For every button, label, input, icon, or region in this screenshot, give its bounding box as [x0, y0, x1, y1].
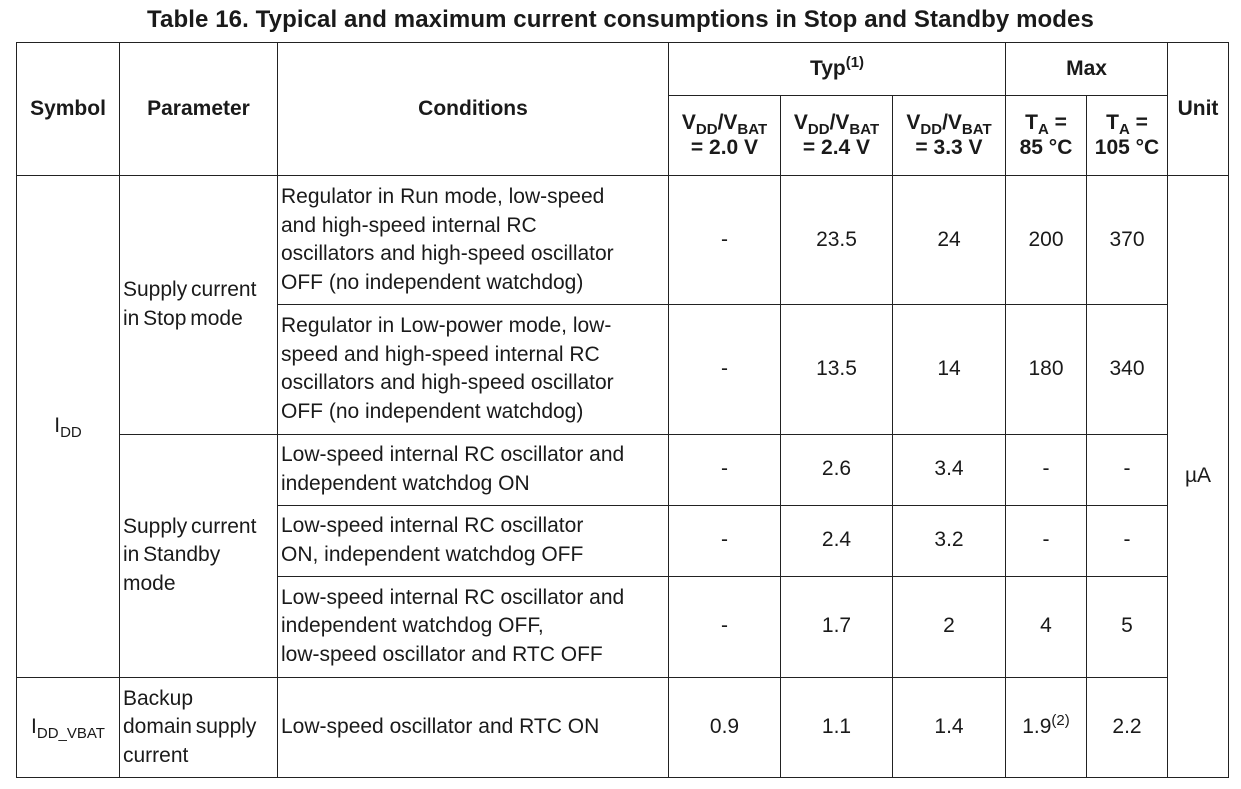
table-row: Low-speed internal RC oscillator and inde… — [17, 575, 1229, 678]
table-row: Regulator in Low-power mode, low-speed a… — [17, 304, 1229, 435]
symbol-idd: IDD — [16, 175, 120, 678]
table-title: Table 16. Typical and maximum current co… — [147, 6, 1094, 33]
value-ta-105c: - — [1085, 433, 1169, 506]
value-vdd-2-0v: - — [668, 433, 781, 506]
table-row: IDD Supply current in Stop mode Regulator… — [16, 175, 1230, 778]
value-vdd-2-0v: 0.9 — [668, 676, 781, 779]
header-parameter: Parameter — [119, 41, 278, 177]
header-vdd-2-0v: VDD/VBAT = 2.0 V — [668, 95, 781, 177]
header-conditions: Conditions — [277, 41, 669, 177]
header-vdd-3-3v: VDD/VBAT = 3.3 V — [892, 95, 1006, 177]
value-vdd-2-4v: 23.5 — [780, 175, 893, 306]
value-vdd-2-4v: 2.4 — [780, 504, 893, 577]
value-vdd-3-3v: 2 — [892, 575, 1006, 678]
value-vdd-2-4v: 1.1 — [780, 676, 893, 779]
header-row-1: Symbol Parameter Conditions Typ(1) Max U… — [16, 41, 1230, 177]
parameter-stop-mode: Supply current in Stop mode — [119, 175, 278, 435]
unit-cell: µA — [1167, 175, 1230, 778]
value-ta-85c: - — [1005, 433, 1087, 506]
header-symbol: Symbol — [16, 41, 120, 177]
value-ta-85c: 200 — [1005, 175, 1087, 306]
header-typ: Typ(1) — [668, 41, 1006, 97]
value-vdd-2-0v: - — [668, 504, 781, 577]
table-row: Low-speed internal RC oscillator ON, inde… — [17, 504, 1229, 577]
header-vdd-2-4v: VDD/VBAT = 2.4 V — [780, 95, 893, 177]
value-ta-105c: 340 — [1085, 304, 1169, 435]
value-vdd-2-0v: - — [668, 304, 781, 435]
value-vdd-3-3v: 1.4 — [892, 676, 1006, 779]
header-unit: Unit — [1167, 41, 1230, 177]
value-ta-85c: 180 — [1005, 304, 1087, 435]
conditions-cell: Low-speed internal RC oscillator and inde… — [277, 433, 669, 506]
footnote-2-marker: (2) — [1051, 712, 1070, 730]
value-ta-85c: - — [1005, 504, 1087, 577]
conditions-cell: Low-speed oscillator and RTC ON — [277, 676, 669, 779]
parameter-backup-domain: Backup domain supply current — [119, 676, 278, 779]
symbol-idd-vbat: IDD_VBAT — [16, 676, 120, 779]
table-row: Supply current in Standby mode Low-speed i… — [17, 433, 1229, 678]
conditions-cell: Regulator in Run mode, low-speed and high… — [277, 175, 669, 306]
value-ta-105c: 370 — [1085, 175, 1169, 306]
conditions-cell: Low-speed internal RC oscillator and inde… — [277, 575, 669, 678]
current-consumption-table: Symbol Parameter Conditions Typ(1) Max U… — [16, 41, 1230, 779]
conditions-cell: Low-speed internal RC oscillator ON, inde… — [277, 504, 669, 577]
value-vdd-2-0v: - — [668, 575, 781, 678]
header-ta-105c: TA = 105 °C — [1085, 95, 1169, 177]
header-ta-85c: TA = 85 °C — [1005, 95, 1087, 177]
value-vdd-3-3v: 3.4 — [892, 433, 1006, 506]
value-vdd-3-3v: 24 — [892, 175, 1006, 306]
value-vdd-2-4v: 13.5 — [780, 304, 893, 435]
value-vdd-2-4v: 1.7 — [780, 575, 893, 678]
value-ta-105c: 5 — [1085, 575, 1169, 678]
value-ta-105c: - — [1085, 504, 1169, 577]
value-ta-105c: 2.2 — [1085, 676, 1169, 779]
table-row: IDD_VBAT Backup domain supply current Low-… — [16, 676, 1229, 779]
value-vdd-2-0v: - — [668, 175, 781, 306]
footnote-1-marker: (1) — [845, 53, 865, 71]
value-ta-85c: 1.9(2) — [1005, 676, 1087, 779]
value-vdd-3-3v: 14 — [892, 304, 1006, 435]
header-row-2: VDD/VBAT = 2.0 V VDD/VBAT = 2.4 V VDD/VB… — [17, 95, 1229, 177]
value-vdd-2-4v: 2.6 — [780, 433, 893, 506]
conditions-cell: Regulator in Low-power mode, low-speed a… — [277, 304, 669, 435]
parameter-standby-mode: Supply current in Standby mode — [119, 433, 278, 678]
value-ta-85c: 4 — [1005, 575, 1087, 678]
value-vdd-3-3v: 3.2 — [892, 504, 1006, 577]
header-max: Max — [1004, 41, 1169, 97]
